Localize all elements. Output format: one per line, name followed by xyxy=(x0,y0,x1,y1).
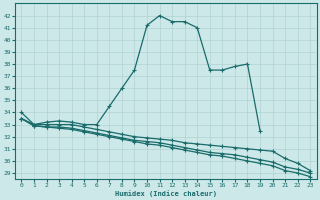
X-axis label: Humidex (Indice chaleur): Humidex (Indice chaleur) xyxy=(115,190,217,197)
